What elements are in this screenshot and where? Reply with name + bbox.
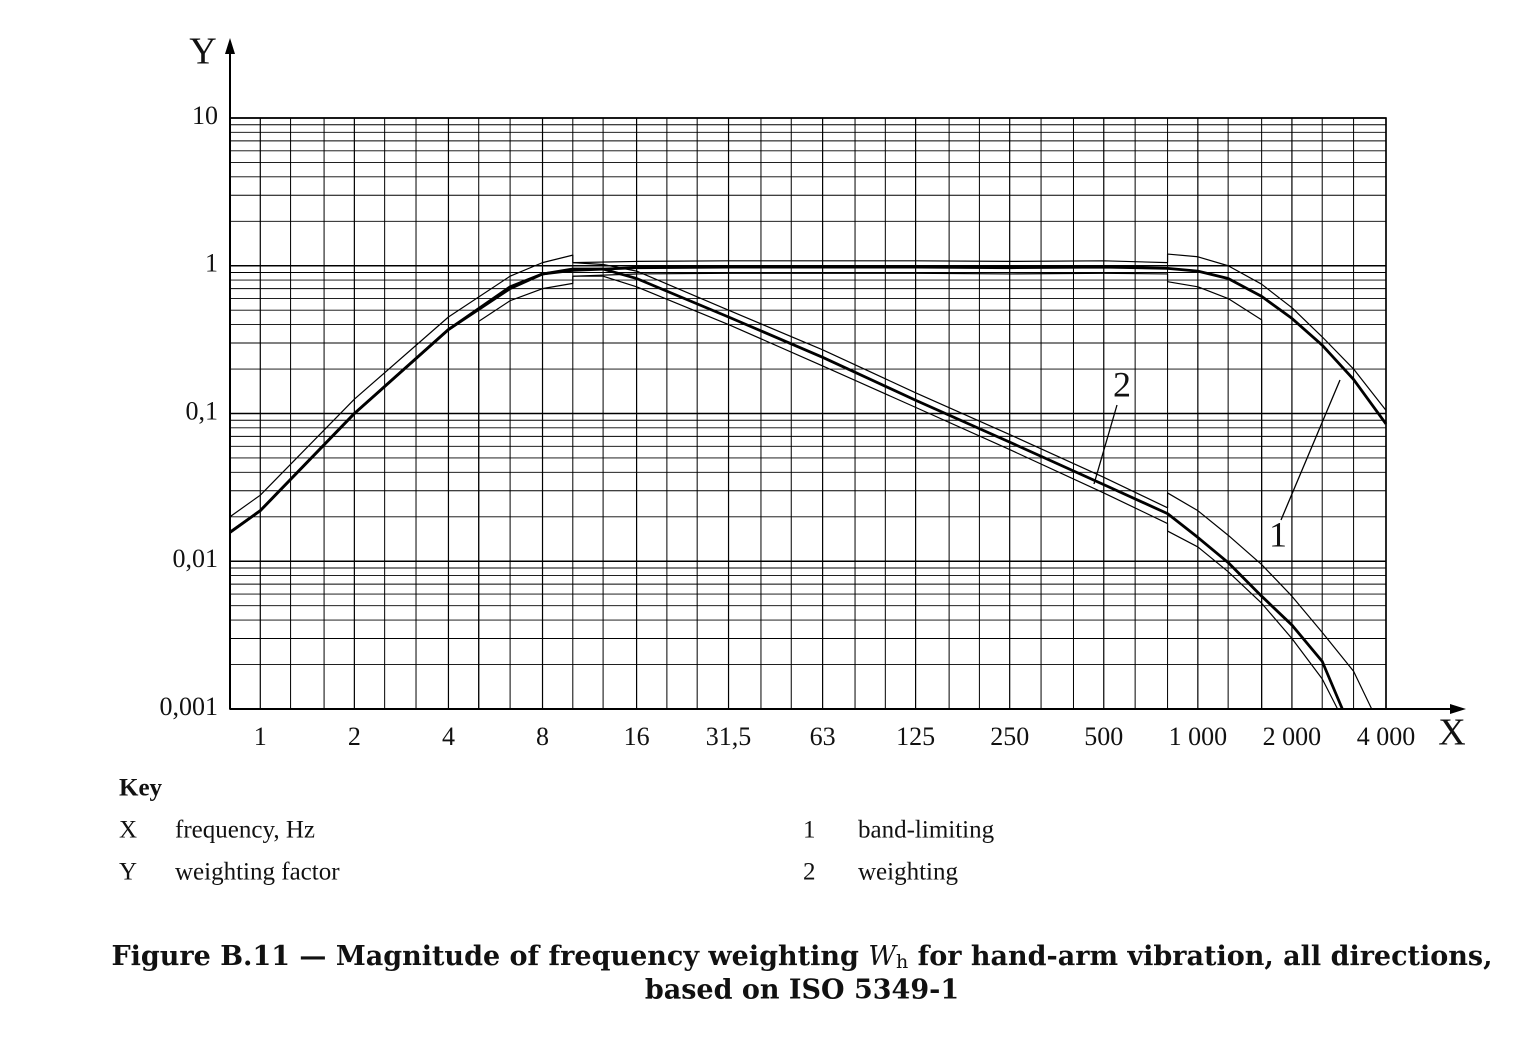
x-tick-label: 250: [990, 722, 1029, 751]
x-tick-label: 8: [536, 722, 549, 751]
key-text: weighting factor: [175, 859, 340, 886]
series-line: [229, 265, 1388, 534]
y-tick-label: 0,01: [173, 544, 219, 573]
caption-subscript: h: [896, 951, 908, 973]
series-line: [478, 272, 1263, 709]
series-line: [572, 262, 1373, 710]
y-tick-label: 0,001: [160, 692, 219, 721]
x-tick-label: 63: [810, 722, 836, 751]
grid: [229, 117, 1387, 710]
y-arrow: [225, 38, 235, 54]
caption-text: for hand-arm vibration, all directions,: [908, 941, 1492, 972]
key-symbol: 2: [803, 859, 816, 886]
x-tick-label: 4: [442, 722, 455, 751]
series-line: [229, 267, 1344, 710]
y-axis-label: Y: [189, 31, 216, 73]
callout-leader: [1093, 404, 1118, 485]
callout-leader: [1280, 379, 1341, 521]
caption-line: Figure B.11 — Magnitude of frequency wei…: [111, 941, 1492, 974]
x-tick-label: 1 000: [1169, 722, 1228, 751]
x-tick-label: 2: [348, 722, 361, 751]
x-arrow: [1450, 704, 1466, 714]
caption-text: Figure B.11 — Magnitude of frequency wei…: [111, 941, 868, 972]
key-title: Key: [119, 775, 163, 802]
x-tick-label: 16: [624, 722, 650, 751]
callout-label: 1: [1269, 514, 1287, 554]
callout-label: 2: [1113, 364, 1131, 404]
y-tick-label: 1: [205, 249, 218, 278]
key-symbol: Y: [119, 859, 137, 886]
x-tick-label: 125: [896, 722, 935, 751]
key-symbol: X: [119, 817, 137, 844]
series-line: [229, 253, 1387, 518]
x-tick-label: 1: [254, 722, 267, 751]
x-tick-label: 2 000: [1263, 722, 1322, 751]
x-tick-label: 31,5: [706, 722, 752, 751]
series-line: [572, 275, 1339, 710]
x-tick-label: 4 000: [1357, 722, 1416, 751]
y-tick-label: 10: [192, 101, 218, 130]
curves: [229, 253, 1388, 710]
key-symbol: 1: [803, 817, 816, 844]
x-axis-label: X: [1438, 712, 1465, 754]
y-tick-label: 0,1: [186, 396, 219, 425]
key-text: frequency, Hz: [175, 817, 315, 844]
caption-symbol: W: [868, 941, 898, 972]
x-tick-label: 500: [1084, 722, 1123, 751]
key-text: band-limiting: [858, 817, 995, 844]
key-text: weighting: [858, 859, 958, 886]
caption-line: based on ISO 5349-1: [645, 975, 959, 1006]
